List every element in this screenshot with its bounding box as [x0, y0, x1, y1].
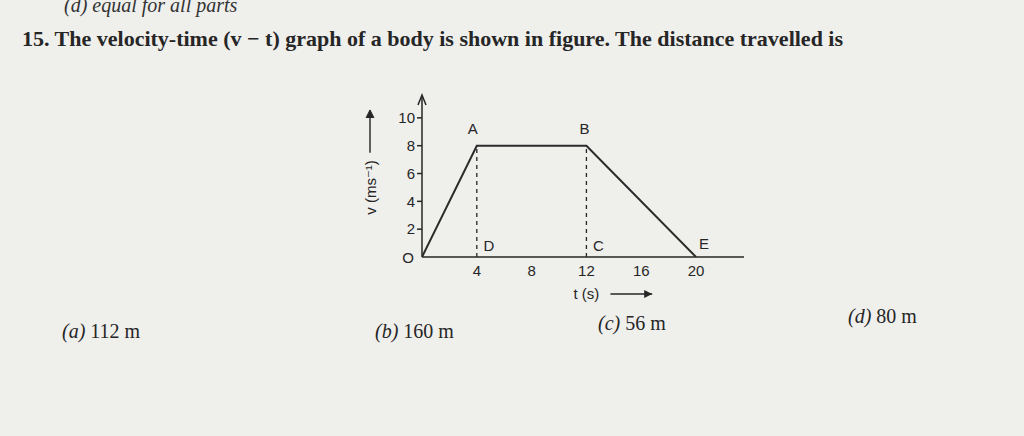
svg-text:6: 6 [407, 165, 415, 182]
svg-text:C: C [593, 237, 604, 254]
svg-text:v (ms⁻¹): v (ms⁻¹) [362, 160, 379, 215]
svg-text:D: D [483, 237, 494, 254]
html-text:(b) 160 m: (b) 160 m [375, 320, 454, 342]
svg-text:O: O [402, 249, 414, 266]
html-text:(d) 80 m: (d) 80 m [848, 305, 917, 327]
svg-text:2: 2 [407, 220, 415, 237]
svg-text:4: 4 [473, 262, 481, 279]
svg-text:8: 8 [527, 262, 535, 279]
svg-text:B: B [579, 120, 589, 137]
svg-text:12: 12 [578, 262, 595, 279]
svg-text:10: 10 [398, 109, 415, 126]
svg-text:20: 20 [688, 262, 705, 279]
html-text:(a) 112 m: (a) 112 m [62, 320, 141, 342]
html-text:(c) 56 m: (c) 56 m [598, 312, 666, 334]
svg-text:8: 8 [407, 137, 415, 154]
svg-text:t (s): t (s) [574, 285, 600, 302]
svg-text:16: 16 [633, 262, 650, 279]
svg-text:A: A [468, 120, 478, 137]
html-text:15. The velocity-time (v − t): 15. The velocity-time (v − t) graph of a… [22, 26, 843, 51]
svg-text:E: E [699, 235, 709, 252]
svg-text:4: 4 [407, 193, 415, 210]
